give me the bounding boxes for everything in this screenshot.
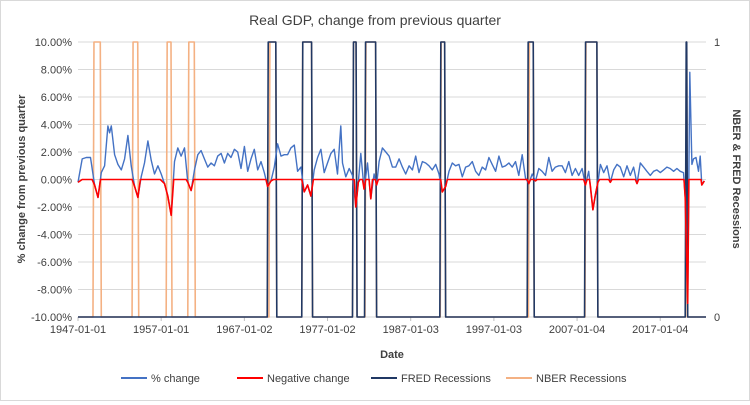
x-tick-label: 1947-01-01	[50, 324, 106, 336]
y-tick-label: 0.00%	[41, 175, 72, 187]
y2-axis-title: NBER & FRED Recessions	[730, 109, 742, 248]
x-tick-label: 1957-01-01	[133, 324, 189, 336]
y-tick-label: -4.00%	[37, 230, 72, 242]
y-tick-label: 6.00%	[41, 92, 72, 104]
x-tick-label: 1997-01-03	[466, 324, 522, 336]
x-tick-label: 2007-01-04	[549, 324, 605, 336]
y-tick-label: 8.00%	[41, 65, 72, 77]
x-tick-label: 1987-01-03	[383, 324, 439, 336]
legend-label: NBER Recessions	[536, 373, 627, 385]
series-negative-change	[77, 178, 705, 305]
legend-label: FRED Recessions	[401, 373, 491, 385]
y2-axis-ticks: 10	[714, 37, 720, 324]
legend: % change Negative change FRED Recessions NB…	[121, 373, 627, 385]
legend-label: % change	[151, 373, 200, 385]
y-tick-label: -8.00%	[37, 285, 72, 297]
y2-tick-label: 1	[714, 37, 720, 49]
y-tick-label: 4.00%	[41, 120, 72, 132]
y-tick-label: -2.00%	[37, 202, 72, 214]
chart-title: Real GDP, change from previous quarter	[249, 12, 501, 28]
legend-label: Negative change	[267, 373, 350, 385]
y-tick-label: 10.00%	[35, 37, 73, 49]
y-tick-label: 2.00%	[41, 147, 72, 159]
y-tick-label: -6.00%	[37, 257, 72, 269]
series-change	[77, 71, 705, 304]
y-axis-ticks: 10.00% 8.00% 6.00% 4.00% 2.00% 0.00% -2.00% -4.…	[31, 37, 72, 324]
y2-tick-label: 0	[714, 312, 720, 324]
x-axis-title: Date	[380, 349, 404, 361]
x-axis-ticks: 1947-01-01 1957-01-01 1967-01-02 1977-01-02…	[50, 317, 688, 336]
y-tick-label: -10.00%	[31, 312, 72, 324]
x-tick-label: 1977-01-02	[299, 324, 355, 336]
x-tick-label: 1967-01-02	[216, 324, 272, 336]
plot-area	[77, 41, 706, 318]
x-tick-label: 2017-01-04	[632, 324, 688, 336]
y-axis-title: % change from previous quarter	[16, 94, 28, 263]
